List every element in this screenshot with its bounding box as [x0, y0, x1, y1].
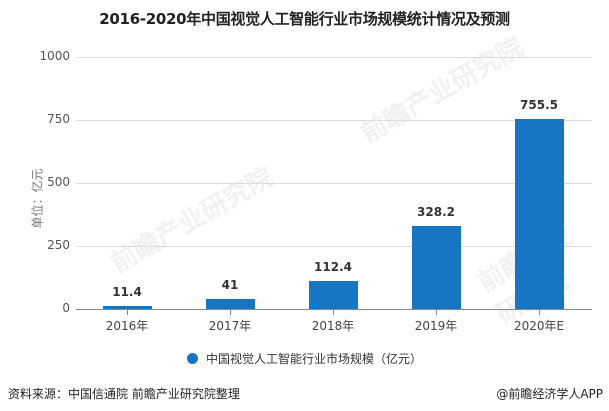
y-tick-label: 250	[47, 238, 70, 252]
y-tick-label: 1000	[39, 49, 70, 63]
x-tick-label: 2020年E	[513, 319, 565, 333]
x-tick-label: 2017年	[208, 319, 252, 333]
x-axis-line	[76, 309, 592, 310]
bar-value-label: 112.4	[314, 260, 352, 274]
bar[interactable]	[103, 306, 152, 309]
legend: 中国视觉人工智能行业市场规模（亿元）	[0, 350, 609, 367]
credit-note: @前瞻经济学人APP	[496, 387, 603, 401]
chart-title: 2016-2020年中国视觉人工智能行业市场规模统计情况及预测	[99, 10, 510, 28]
bar[interactable]	[309, 281, 358, 309]
source-note: 资料来源：中国信通院 前瞻产业研究院整理	[8, 387, 240, 401]
x-tick-label: 2016年	[105, 319, 149, 333]
x-tick	[127, 310, 128, 315]
y-tick-label: 750	[47, 112, 70, 126]
gridline	[76, 246, 592, 247]
gridline	[76, 57, 592, 58]
bar[interactable]	[515, 119, 564, 309]
bar[interactable]	[206, 299, 255, 309]
x-tick-label: 2018年	[311, 319, 355, 333]
bar[interactable]	[412, 226, 461, 309]
bar-value-label: 328.2	[417, 205, 455, 219]
x-tick	[539, 310, 540, 315]
gridline	[76, 120, 592, 121]
legend-label: 中国视觉人工智能行业市场规模（亿元）	[205, 352, 422, 366]
legend-marker-icon	[186, 353, 198, 364]
y-tick-label: 0	[62, 301, 70, 315]
x-tick	[333, 310, 334, 315]
x-tick-label: 2019年	[414, 319, 458, 333]
x-tick	[436, 310, 437, 315]
bar-value-label: 11.4	[112, 285, 142, 299]
bar-value-label: 41	[221, 278, 239, 292]
y-tick-label: 500	[47, 175, 70, 189]
x-tick	[230, 310, 231, 315]
gridline	[76, 183, 592, 184]
bar-value-label: 755.5	[520, 98, 558, 112]
